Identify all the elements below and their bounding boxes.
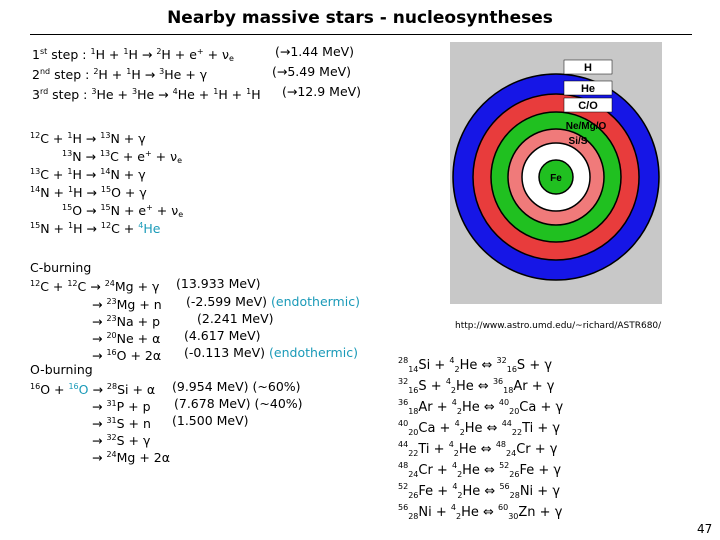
o-burning-product-2: → 31P + p bbox=[92, 399, 151, 414]
pp-step-1-energy: (→1.44 MeV) bbox=[275, 44, 355, 59]
c-burning-product-2: → 23Mg + n bbox=[92, 297, 162, 312]
c-o-label-box bbox=[563, 97, 613, 113]
source-url: http://www.astro.umd.edu/~richard/ASTR68… bbox=[455, 321, 662, 331]
pp-step-1: 1st step : 1H + 1H → 2H + e+ + νe bbox=[32, 47, 234, 63]
layer-label-he: He bbox=[581, 83, 595, 95]
ordinal: rd bbox=[39, 87, 49, 96]
c-burning-reactants: 12C + 12C → 24Mg + γ bbox=[30, 279, 160, 294]
alpha-reaction-1: 2814Si + 42He ⇔ 3216S + γ bbox=[398, 356, 553, 374]
pp-step-3-energy: (→12.9 MeV) bbox=[282, 84, 362, 99]
alpha-reaction-8: 5628Ni + 42He ⇔ 6030Zn + γ bbox=[398, 503, 563, 521]
step-word: step : bbox=[52, 87, 88, 102]
alpha-reaction-5: 4422Ti + 42He ⇔ 4824Cr + γ bbox=[398, 440, 558, 458]
step-number: 2 bbox=[32, 67, 40, 82]
alpha-reaction-6: 4824Cr + 42He ⇔ 5226Fe + γ bbox=[398, 461, 562, 479]
endothermic-note: (endothermic) bbox=[269, 345, 358, 360]
layer-label-ne-mg-o: Ne/Mg/O bbox=[566, 121, 607, 132]
o-burning-product-5: → 24Mg + 2α bbox=[92, 450, 170, 465]
c-burning-header: C-burning bbox=[30, 260, 92, 275]
mass-number: 1 bbox=[213, 87, 219, 96]
cno-line-3: 13C + 1H → 14N + γ bbox=[30, 167, 146, 182]
mass-number: 2 bbox=[93, 67, 99, 76]
mass-number: 4 bbox=[172, 87, 178, 96]
step-word: step : bbox=[51, 47, 87, 62]
cno-line-4: 14N + 1H → 15O + γ bbox=[30, 185, 147, 200]
c-burning-energy-1: (13.933 MeV) bbox=[176, 276, 261, 291]
h-label-box bbox=[563, 59, 613, 75]
cno-line-6: 15N + 1H → 12C + 4He bbox=[30, 221, 161, 236]
onion-shell-svg: H He C/O Ne/Mg/O Si/S Fe bbox=[452, 59, 660, 281]
o-burning-energy-2: (7.678 MeV) (~40%) bbox=[174, 396, 303, 411]
alpha-reaction-7: 5226Fe + 42He ⇔ 5628Ni + γ bbox=[398, 482, 561, 500]
pp-step-3: 3rd step : 3He + 3He → 4He + 1H + 1H bbox=[32, 87, 261, 102]
he-label-box bbox=[563, 80, 613, 96]
mass-number: 2 bbox=[156, 47, 162, 56]
alpha-reaction-2: 3216S + 42He ⇔ 3618Ar + γ bbox=[398, 377, 555, 395]
endothermic-note: (endothermic) bbox=[271, 294, 360, 309]
o-burning-reactants: 16O + 16O → 28Si + α bbox=[30, 382, 156, 397]
c-burning-product-3: → 23Na + p bbox=[92, 314, 161, 329]
step-number: 3 bbox=[32, 87, 40, 102]
cno-line-1: 12C + 1H → 13N + γ bbox=[30, 131, 146, 146]
mass-number: 1 bbox=[246, 87, 252, 96]
step-number: 1 bbox=[32, 47, 40, 62]
cno-line-2: 13N → 13C + e+ + νe bbox=[62, 149, 183, 165]
mass-number: 3 bbox=[91, 87, 97, 96]
mass-number: 1 bbox=[126, 67, 132, 76]
o-burning-product-3: → 31S + n bbox=[92, 416, 151, 431]
fe-core bbox=[538, 159, 574, 195]
o-burning-energy-1: (9.954 MeV) (~60%) bbox=[172, 379, 301, 394]
page-number: 47 bbox=[697, 522, 713, 536]
layer-label-fe: Fe bbox=[550, 173, 562, 184]
page-title: Nearby massive stars - nucleosyntheses bbox=[167, 8, 553, 28]
ordinal: st bbox=[39, 47, 48, 56]
pp-step-2: 2nd step : 2H + 1H → 3He + γ bbox=[32, 67, 208, 82]
mass-number: 3 bbox=[132, 87, 138, 96]
ordinal: nd bbox=[39, 67, 51, 76]
c-burning-energy-4: (4.617 MeV) bbox=[184, 328, 261, 343]
title-divider bbox=[30, 34, 692, 35]
cno-line-5: 15O → 15N + e+ + νe bbox=[62, 203, 184, 219]
onion-shell-diagram: H He C/O Ne/Mg/O Si/S Fe bbox=[450, 42, 662, 304]
subscript: e bbox=[229, 54, 234, 63]
c-burning-energy-5: (-0.113 MeV) (endothermic) bbox=[184, 345, 358, 360]
o-burning-product-4: → 32S + γ bbox=[92, 433, 151, 448]
pp-step-2-energy: (→5.49 MeV) bbox=[272, 64, 352, 79]
o-burning-header: O-burning bbox=[30, 362, 93, 377]
alpha-reaction-3: 3618Ar + 42He ⇔ 4020Ca + γ bbox=[398, 398, 564, 416]
mass-number: 1 bbox=[90, 47, 96, 56]
step-word: step : bbox=[54, 67, 90, 82]
layer-label-c-o: C/O bbox=[578, 100, 598, 112]
mass-number: 3 bbox=[159, 67, 165, 76]
layer-label-si-s: Si/S bbox=[569, 136, 588, 147]
c-burning-product-4: → 20Ne + α bbox=[92, 331, 161, 346]
c-burning-energy-2: (-2.599 MeV) (endothermic) bbox=[186, 294, 360, 309]
layer-label-h: H bbox=[584, 62, 592, 74]
alpha-reaction-4: 4020Ca + 42He ⇔ 4422Ti + γ bbox=[398, 419, 561, 437]
mass-number: 1 bbox=[123, 47, 129, 56]
c-burning-product-5: → 16O + 2α bbox=[92, 348, 162, 363]
c-burning-energy-3: (2.241 MeV) bbox=[197, 311, 274, 326]
o-burning-energy-3: (1.500 MeV) bbox=[172, 413, 249, 428]
